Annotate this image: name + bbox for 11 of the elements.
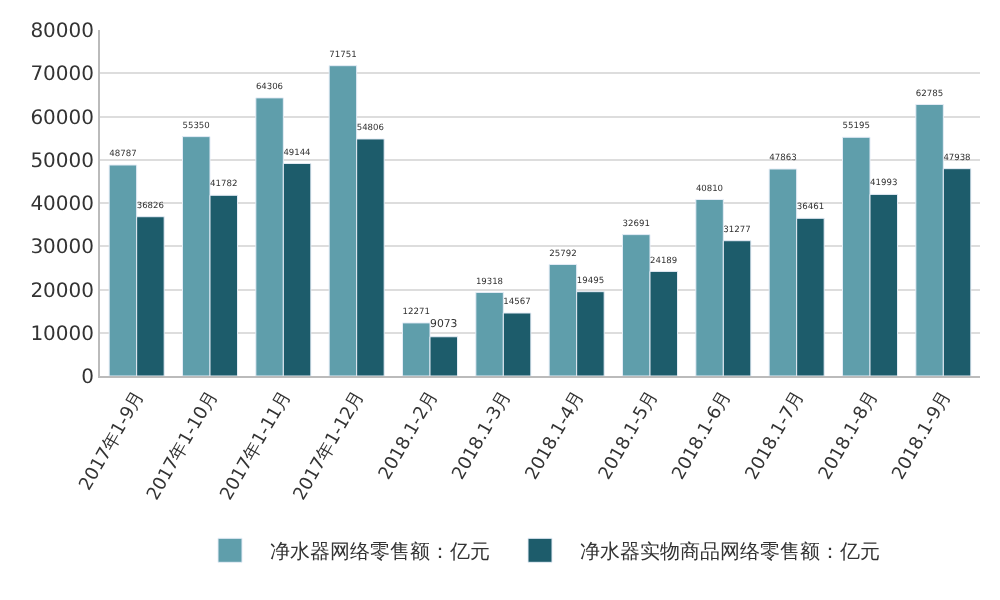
y-tick-label: 40000: [30, 194, 94, 216]
y-tick-label: 0: [81, 367, 94, 389]
y-tick-label: 50000: [30, 150, 94, 173]
legend-label: 净水器网络零售额：亿元: [270, 540, 490, 565]
y-tick-label: 60000: [30, 107, 94, 130]
y-tick-label: 30000: [30, 237, 94, 260]
y-tick-label: 10000: [30, 323, 94, 346]
legend-label: 净水器实物商品网络零售额：亿元: [580, 540, 880, 565]
y-tick-label: 70000: [30, 64, 94, 87]
y-tick-label: 20000: [30, 280, 94, 303]
y-tick-label: 80000: [30, 21, 94, 43]
